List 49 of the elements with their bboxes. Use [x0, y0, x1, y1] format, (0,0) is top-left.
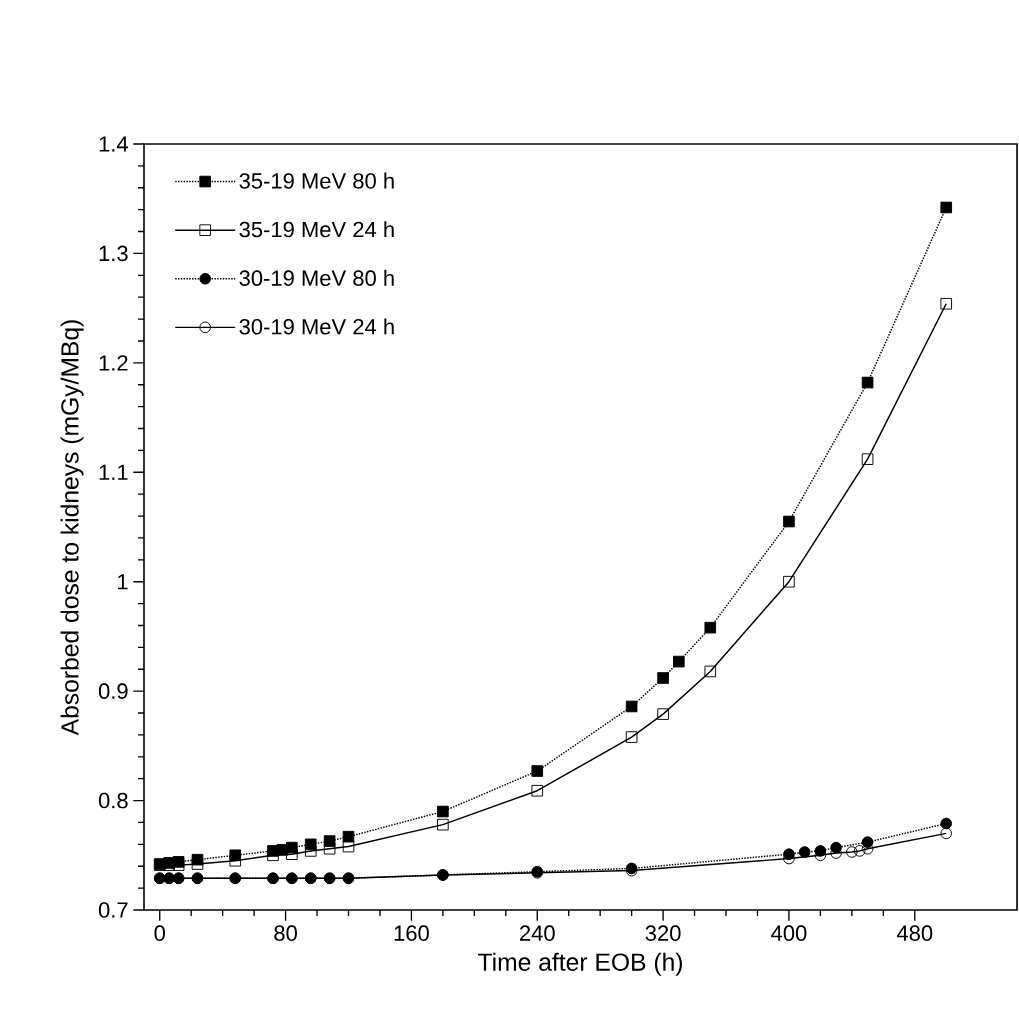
point — [783, 515, 795, 528]
y-tick-label: 0.9 — [98, 683, 128, 699]
point — [853, 845, 866, 857]
point — [267, 849, 279, 862]
point — [342, 840, 355, 853]
x-tick-label: 160 — [394, 925, 429, 941]
y-tick-label: 1.2 — [99, 355, 128, 371]
point — [861, 376, 874, 389]
point — [229, 854, 242, 867]
point — [846, 846, 858, 858]
point — [861, 453, 874, 465]
point — [531, 765, 544, 777]
y-tick-label: 1.3 — [99, 245, 128, 262]
legend-label: 30-19 MeV 80 h — [239, 269, 394, 286]
point — [657, 672, 669, 684]
point — [625, 731, 638, 743]
point — [191, 858, 204, 870]
point — [304, 845, 317, 857]
legend-label: 35-19 MeV 80 h — [239, 172, 394, 189]
x-axis-title: Time after EOB (h) — [478, 952, 682, 976]
x-tick-label: 80 — [274, 925, 297, 941]
x-tick-label: 0 — [154, 925, 165, 941]
point — [940, 201, 953, 214]
point — [657, 708, 669, 720]
y-tick-label: 0.7 — [98, 902, 128, 918]
x-tick-label: 480 — [896, 925, 933, 941]
y-tick-label: 0.8 — [98, 792, 128, 809]
point — [783, 575, 795, 588]
x-tick-label: 240 — [520, 925, 555, 941]
y-tick-label: 1 — [118, 574, 128, 590]
point — [704, 621, 717, 634]
y-axis-title: Absorbed dose to kidneys (mGy/MBq) — [60, 320, 84, 736]
point — [323, 842, 336, 855]
point — [940, 817, 953, 830]
legend-label: 35-19 MeV 24 h — [239, 221, 394, 238]
point — [798, 846, 811, 858]
point — [437, 818, 449, 831]
legend-label: 30-19 MeV 24 h — [239, 318, 394, 335]
y-tick-label: 1.1 — [99, 464, 128, 480]
point — [437, 805, 449, 818]
point — [940, 827, 953, 840]
point — [531, 784, 544, 797]
point — [704, 665, 717, 678]
y-tick-label: 1.4 — [99, 136, 128, 152]
point — [673, 655, 685, 668]
x-tick-label: 400 — [771, 925, 807, 941]
x-tick-label: 320 — [645, 925, 681, 941]
point — [940, 297, 953, 310]
point — [625, 700, 638, 713]
